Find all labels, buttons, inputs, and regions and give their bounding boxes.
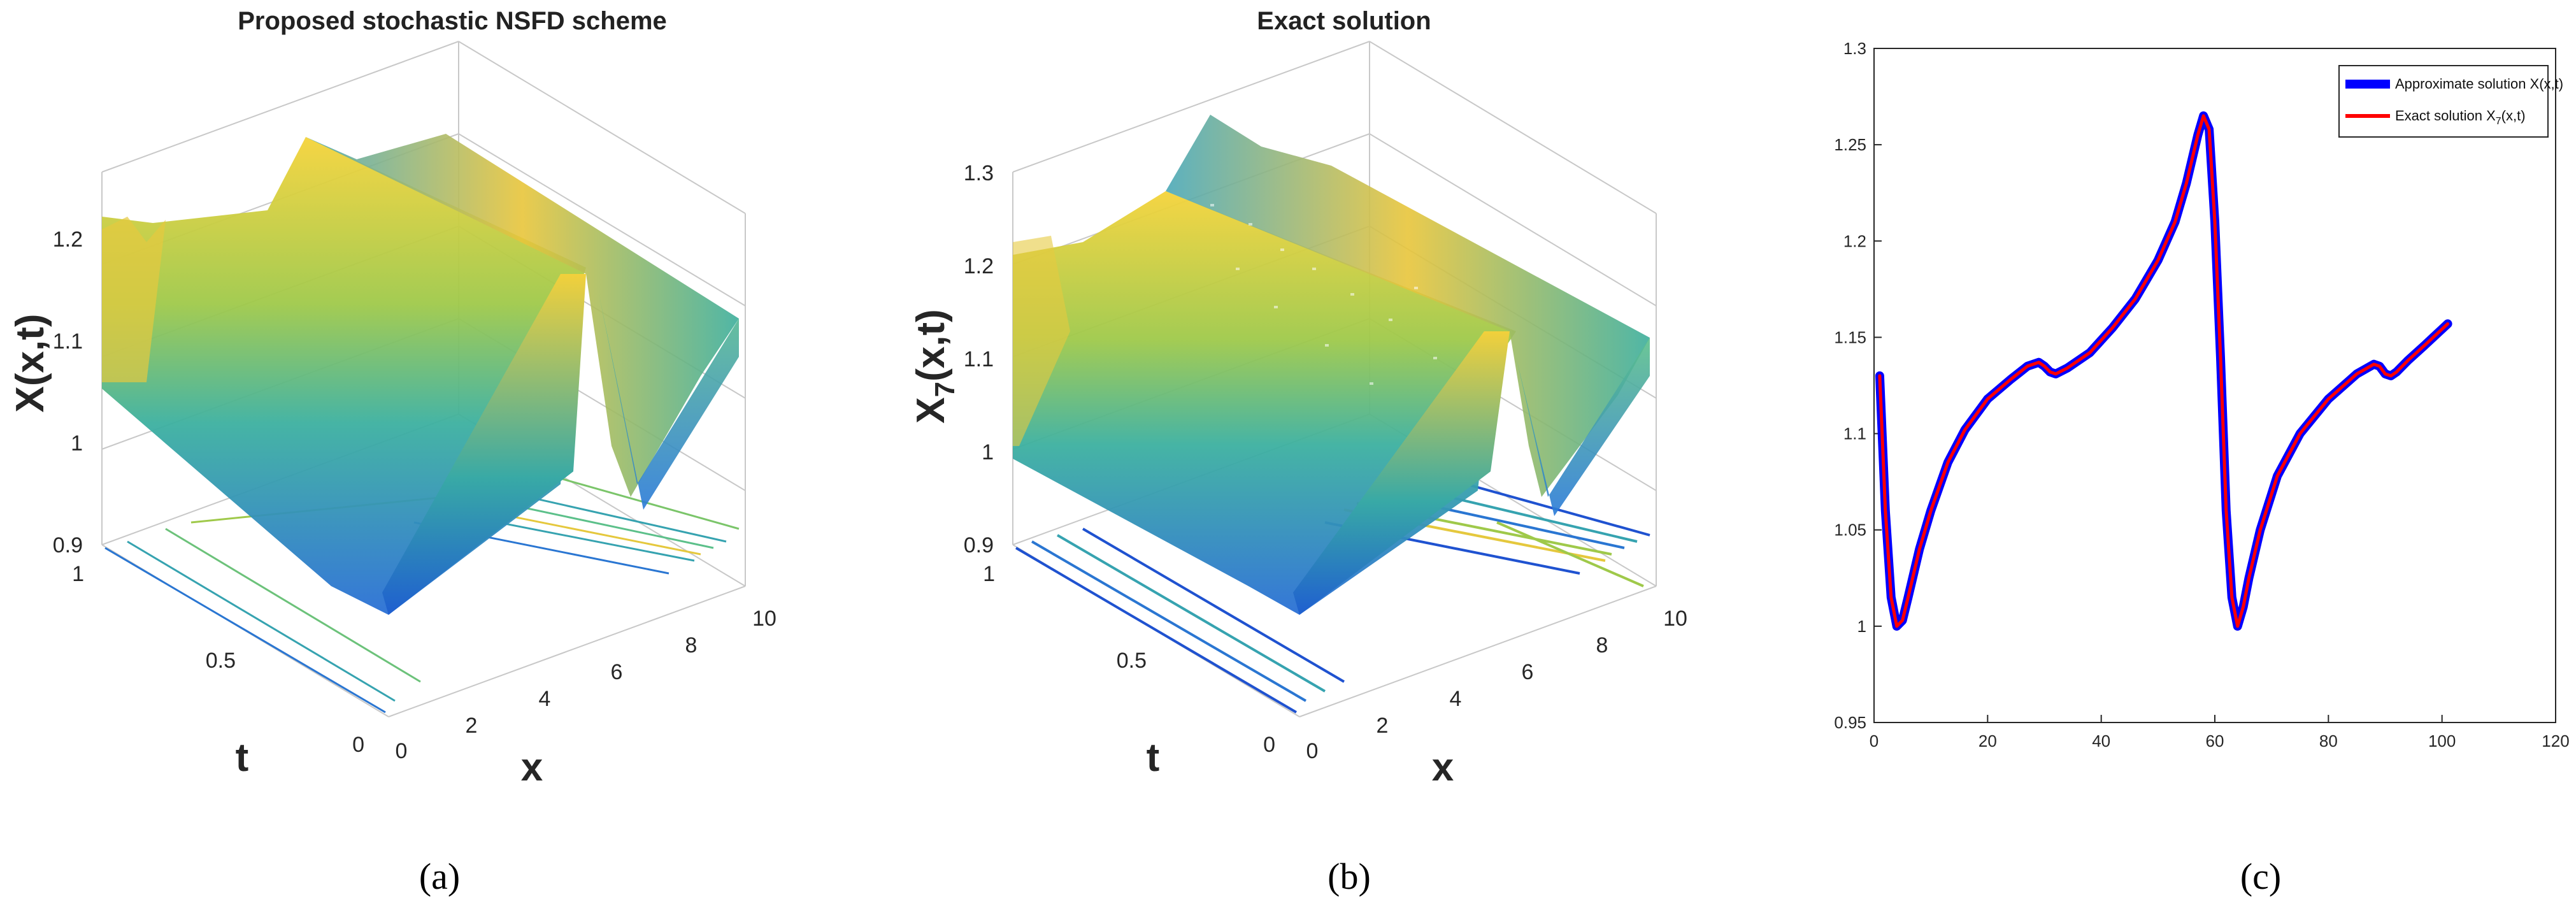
panel-a-xtick-4: 8 (685, 633, 698, 658)
panel-b-ztick-1: 1 (982, 440, 994, 464)
panel-c-xtick-label: 120 (2542, 731, 2569, 751)
panel-a-title: Proposed stochastic NSFD scheme (238, 7, 667, 35)
panel-a-ttick-0: 0 (352, 733, 364, 757)
panel-c-ytick-label: 1.25 (1834, 135, 1866, 154)
panel-a-xlabel: x (521, 745, 543, 789)
legend-exact-main: Exact solution X (2395, 108, 2496, 124)
panel-c-legend: Approximate solution X(x,t) Exact soluti… (2338, 65, 2563, 138)
panel-b-zlabel-sub: 7 (929, 382, 961, 397)
panel-c-series (1875, 111, 2452, 631)
panel-b-xtick-2: 4 (1450, 687, 1462, 711)
panel-c-xticks: 0 20 40 60 80 100 120 (1870, 715, 2570, 751)
panel-c-xtick-label: 20 (1979, 731, 1997, 751)
panel-b-tlabel: t (1147, 736, 1160, 780)
panel-b-xtick-0: 0 (1306, 739, 1319, 763)
panel-a-ttick-1: 0.5 (206, 649, 236, 673)
panel-a-ztick-2: 1.1 (53, 329, 83, 354)
panel-b-ttick-1: 0.5 (1117, 649, 1147, 673)
panel-b-title: Exact solution (1257, 7, 1431, 35)
panel-a-ztick-1: 1 (71, 431, 83, 456)
legend-box (2338, 65, 2549, 138)
panel-a-xtick-5: 10 (752, 607, 776, 631)
panel-b-ztick-0: 0.9 (964, 533, 994, 557)
panel-c-xtick-label: 60 (2206, 731, 2224, 751)
panel-b-caption: (b) (1327, 856, 1371, 897)
panel-b-ztick-3: 1.2 (964, 254, 994, 278)
legend-label-exact: Exact solution X7(x,t) (2395, 108, 2526, 127)
panel-b-speckle (1210, 204, 1437, 385)
panel-a-ztick-3: 1.2 (53, 227, 83, 252)
panel-a-zlabel: X(x,t) (8, 314, 52, 413)
panel-a-tlabel: t (236, 736, 249, 780)
panel-a-xtick-1: 2 (466, 714, 478, 738)
panel-a-xtick-0: 0 (396, 739, 408, 763)
panel-b-xtick-5: 10 (1663, 607, 1687, 631)
panel-c: 0.95 1 1.05 1.1 1.15 1.2 1.25 1.3 0 20 40 60 80 100 1… (1834, 39, 2569, 897)
panel-a-xtick-3: 6 (611, 660, 623, 684)
panel-b-zlabel-tail: (x,t) (909, 309, 953, 382)
panel-b-xlabel: x (1432, 745, 1454, 789)
panel-a-caption: (a) (419, 856, 460, 897)
panel-c-ytick-label: 1.1 (1843, 424, 1866, 443)
panel-c-yticks: 0.95 1 1.05 1.1 1.15 1.2 1.25 1.3 (1834, 39, 1882, 732)
panel-b-ztick-2: 1.1 (964, 347, 994, 371)
panel-b-ztick-4: 1.3 (964, 161, 994, 185)
panel-a: Proposed stochastic NSFD scheme (8, 7, 776, 897)
panel-b: Exact solution (909, 7, 1687, 897)
panel-b-zlabel-main: X (909, 397, 953, 423)
panel-b-ttick-2: 1 (983, 562, 995, 586)
panel-c-ytick-label: 1.3 (1843, 39, 1866, 58)
panel-c-ytick-label: 1.05 (1834, 521, 1866, 540)
legend-exact-sub: 7 (2496, 116, 2501, 127)
panel-a-xtick-2: 4 (539, 687, 551, 711)
panel-b-xtick-4: 8 (1596, 633, 1608, 658)
panel-c-xtick-label: 0 (1870, 731, 1878, 751)
legend-label-approx: Approximate solution X(x,t) (2395, 76, 2563, 92)
panel-b-zlabel: X7(x,t) (909, 309, 961, 424)
panel-b-surface (1013, 115, 1650, 615)
panel-b-xtick-3: 6 (1522, 660, 1534, 684)
panel-c-xtick-label: 40 (2092, 731, 2110, 751)
panel-a-surface (102, 134, 739, 615)
panel-c-xtick-label: 100 (2428, 731, 2456, 751)
legend-exact-tail: (x,t) (2501, 108, 2526, 124)
panel-c-ytick-label: 0.95 (1834, 713, 1866, 732)
panel-c-ytick-label: 1.15 (1834, 327, 1866, 347)
panel-c-xtick-label: 80 (2319, 731, 2338, 751)
panel-c-caption: (c) (2240, 856, 2281, 897)
panel-a-ttick-2: 1 (72, 562, 84, 586)
series-exact-line (1878, 114, 2450, 628)
panel-b-xtick-1: 2 (1377, 714, 1389, 738)
panel-c-ytick-label: 1.2 (1843, 231, 1866, 250)
panel-a-ztick-0: 0.9 (53, 533, 83, 557)
panel-c-ytick-label: 1 (1857, 617, 1866, 636)
panel-b-ttick-0: 0 (1263, 733, 1275, 757)
